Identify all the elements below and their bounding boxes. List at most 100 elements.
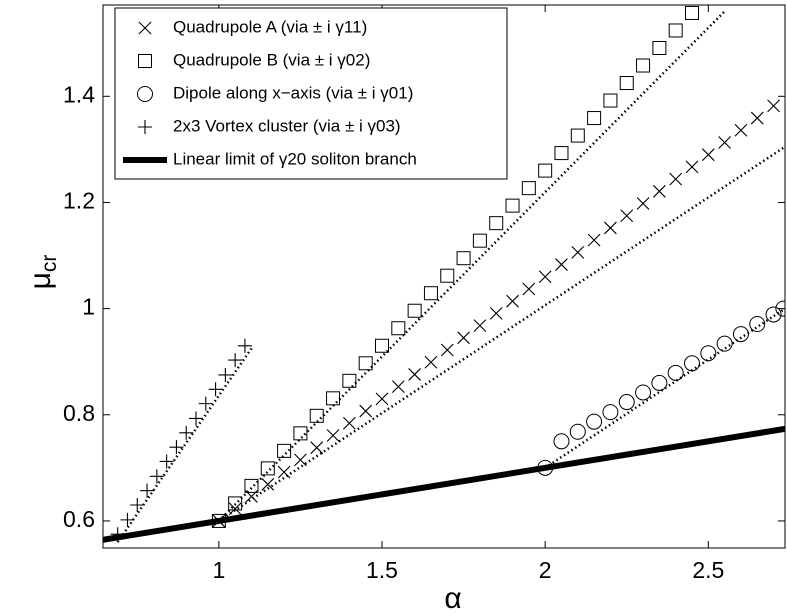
x-tick-label: 1: [212, 557, 225, 583]
marker-circle: [749, 316, 766, 333]
marker-x: [522, 282, 536, 296]
fit-line: [544, 307, 785, 469]
marker-circle: [586, 413, 603, 430]
marker-x: [636, 197, 650, 210]
marker-x: [652, 184, 666, 198]
marker-square: [407, 303, 422, 318]
marker-plus: [149, 469, 164, 484]
marker-x: [571, 245, 585, 259]
x-tick-label: 1.5: [366, 557, 398, 583]
marker-circle: [765, 306, 782, 323]
marker-plus: [130, 498, 145, 513]
fit-line: [218, 145, 785, 522]
marker-circle: [651, 374, 668, 391]
plot-area: [103, 5, 785, 543]
marker-x: [620, 209, 634, 223]
y-tick-label: 0.8: [63, 400, 95, 426]
y-axis-label-main: μ: [24, 272, 57, 289]
marker-x: [473, 319, 487, 332]
marker-x: [750, 111, 764, 125]
series-line: [103, 425, 785, 543]
marker-square: [521, 181, 536, 196]
marker-square: [358, 356, 373, 371]
marker-square: [244, 478, 259, 493]
marker-x: [701, 148, 715, 162]
marker-square: [309, 408, 324, 423]
marker-square: [277, 443, 292, 458]
marker-x: [734, 123, 748, 137]
marker-square: [423, 286, 438, 301]
marker-x: [138, 21, 152, 35]
marker-x: [669, 172, 683, 186]
marker-square: [138, 54, 152, 68]
legend-box: [114, 7, 508, 180]
marker-x: [685, 160, 699, 174]
fit-line: [116, 347, 253, 543]
marker-plus: [120, 512, 135, 527]
legend-label: Quadrupole A (via ± i γ11): [173, 17, 367, 36]
y-tick-label: 1: [82, 294, 95, 320]
marker-square: [260, 461, 275, 476]
marker-x: [538, 270, 552, 284]
marker-x: [440, 343, 454, 357]
marker-x: [391, 380, 405, 394]
marker-square: [652, 40, 667, 55]
marker-square: [228, 496, 243, 511]
marker-x: [408, 368, 422, 381]
y-tick-label: 0.6: [63, 506, 95, 532]
legend-label: Linear limit of γ20 soliton branch: [173, 149, 417, 168]
marker-square: [391, 321, 406, 336]
marker-x: [489, 307, 503, 320]
marker-square: [636, 58, 651, 73]
marker-plus: [237, 338, 252, 353]
marker-x: [424, 355, 438, 369]
marker-circle: [137, 86, 153, 102]
marker-x: [310, 441, 324, 455]
marker-circle: [667, 364, 684, 381]
marker-plus: [218, 367, 233, 382]
marker-plus: [140, 483, 155, 498]
marker-plus: [198, 396, 213, 411]
marker-x: [228, 502, 242, 516]
y-tick-label: 1.4: [63, 81, 95, 107]
legend-label: Dipole along x−axis (via ± i γ01): [173, 83, 413, 102]
x-tick-label: 2: [539, 557, 552, 583]
marker-square: [570, 128, 585, 143]
marker-plus: [159, 454, 174, 469]
marker-square: [603, 93, 618, 108]
marker-square: [293, 426, 308, 441]
marker-square: [554, 146, 569, 161]
marker-circle: [569, 423, 586, 440]
marker-x: [294, 453, 307, 467]
marker-plus: [138, 120, 152, 134]
marker-square: [538, 163, 553, 178]
marker-x: [326, 429, 340, 442]
marker-square: [489, 216, 504, 231]
marker-plus: [169, 440, 184, 455]
marker-x: [261, 477, 275, 491]
marker-square: [342, 373, 357, 388]
marker-circle: [684, 355, 700, 372]
marker-x: [604, 221, 617, 235]
marker-x: [767, 99, 780, 113]
legend-label: 2x3 Vortex cluster (via ± i γ03): [173, 116, 401, 135]
marker-plus: [189, 411, 203, 426]
x-tick-label: 2.5: [692, 557, 724, 583]
marker-plus: [228, 353, 243, 368]
marker-x: [587, 233, 601, 247]
marker-circle: [716, 335, 733, 352]
marker-circle: [635, 384, 652, 401]
marker-x: [277, 465, 291, 479]
legend-label: Quadrupole B (via ± i γ02): [173, 50, 370, 69]
marker-circle: [602, 404, 619, 421]
marker-circle: [775, 300, 785, 317]
marker-square: [456, 251, 471, 266]
marker-square: [587, 111, 602, 126]
marker-square: [619, 76, 634, 91]
marker-square: [326, 391, 341, 406]
marker-plus: [179, 425, 194, 440]
marker-square: [668, 23, 683, 38]
marker-circle: [553, 433, 570, 450]
marker-square: [440, 268, 455, 283]
